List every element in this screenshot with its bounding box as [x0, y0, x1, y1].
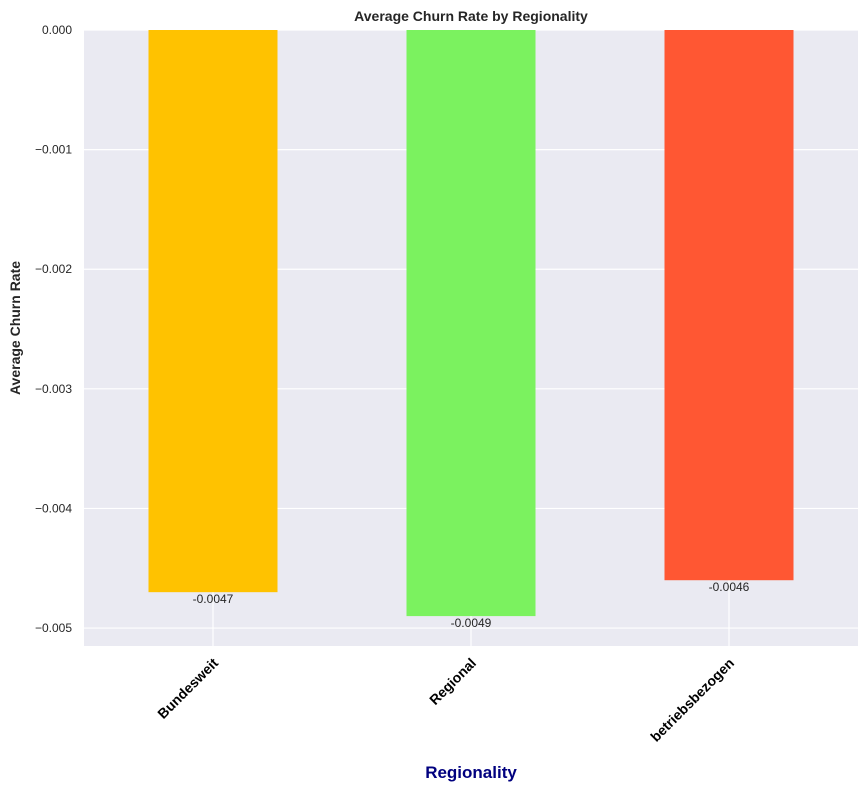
y-tick-label: −0.005 — [35, 621, 72, 635]
bar — [148, 30, 278, 593]
x-tick-label: Regional — [426, 655, 479, 708]
bar-data-label: -0.0047 — [193, 592, 234, 606]
y-tick-label: −0.003 — [35, 382, 72, 396]
bar — [664, 30, 794, 581]
bar-data-label: -0.0046 — [709, 580, 750, 594]
bar — [406, 30, 536, 617]
x-tick-label: betriebsbezogen — [647, 655, 737, 745]
y-axis-ticks: 0.000 −0.001 −0.002 −0.003 −0.004 −0.005 — [35, 23, 72, 635]
y-tick-label: −0.001 — [35, 143, 72, 157]
x-axis-ticks: Bundesweit Regional betriebsbezogen — [154, 655, 737, 745]
y-tick-label: 0.000 — [42, 23, 72, 37]
bars — [148, 30, 794, 617]
bar-data-label: -0.0049 — [451, 616, 492, 630]
data-labels: -0.0047 -0.0049 -0.0046 — [193, 580, 750, 630]
y-tick-label: −0.002 — [35, 262, 72, 276]
y-tick-label: −0.004 — [35, 501, 72, 515]
x-tick-label: Bundesweit — [154, 655, 221, 722]
chart-title: Average Churn Rate by Regionality — [354, 8, 588, 24]
x-axis-label: Regionality — [425, 763, 517, 782]
y-axis-label: Average Churn Rate — [7, 261, 23, 395]
